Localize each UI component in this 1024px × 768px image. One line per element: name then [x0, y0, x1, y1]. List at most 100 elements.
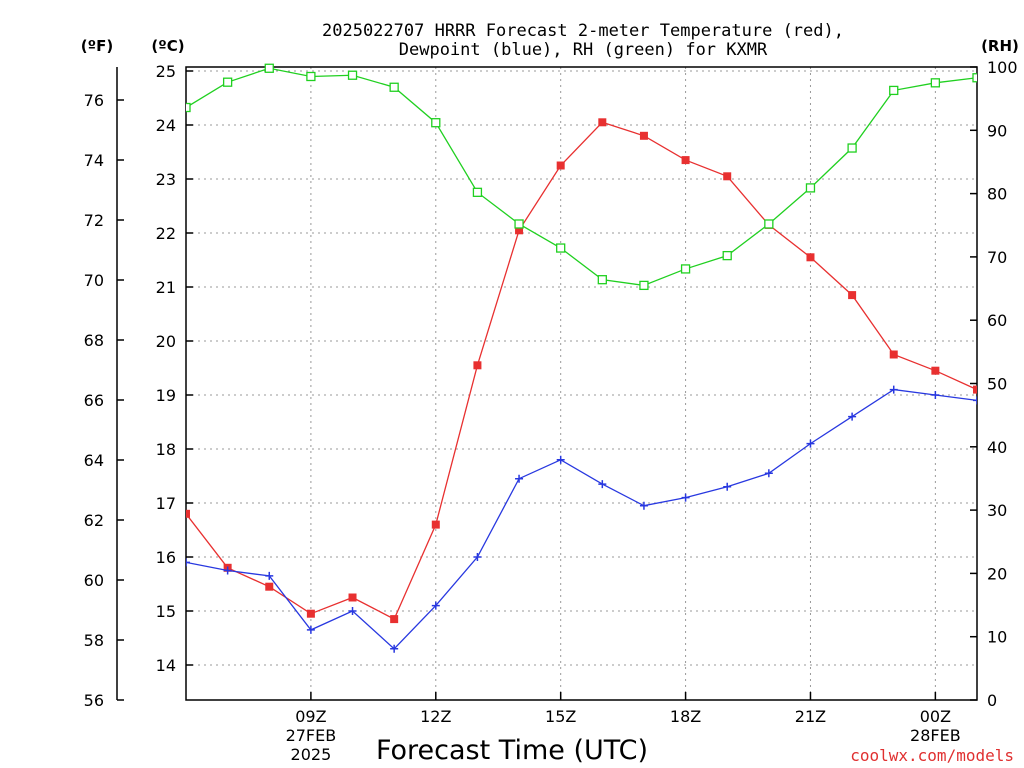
- rh-point: [264, 63, 274, 73]
- fahrenheit-tick-label: 74: [84, 151, 104, 170]
- rh-point: [722, 250, 732, 261]
- rh-tick-label: 40: [987, 438, 1007, 457]
- dewpoint-point: [223, 566, 232, 575]
- rh-point: [389, 82, 399, 92]
- dewpoint-point: [889, 385, 898, 394]
- x-date-label: 27FEB: [286, 726, 337, 745]
- dewpoint-point: [681, 493, 690, 502]
- dewpoint-point: [390, 644, 399, 653]
- dewpoint-point: [598, 480, 607, 489]
- unit-label-rh: (RH): [981, 37, 1019, 55]
- rh-point: [972, 73, 977, 83]
- temperature-point: [806, 253, 815, 262]
- unit-label-celsius: (ºC): [151, 37, 184, 55]
- celsius-tick-label: 25: [156, 62, 176, 81]
- plot-frame: [185, 66, 978, 701]
- temperature-point: [390, 615, 399, 624]
- rh-tick-label: 60: [987, 311, 1007, 330]
- fahrenheit-tick-label: 76: [84, 91, 104, 110]
- dewpoint-point: [931, 391, 940, 399]
- celsius-tick-label: 20: [156, 332, 176, 351]
- rh-point: [347, 70, 358, 80]
- x-tick-label: 18Z: [670, 707, 701, 726]
- dewpoint-point: [806, 439, 815, 448]
- rh-point: [930, 78, 941, 88]
- dewpoint-line: [186, 388, 977, 650]
- temperature-point: [348, 593, 357, 602]
- rh-point: [306, 71, 316, 82]
- dewpoint-point: [265, 571, 274, 580]
- temperature-point: [431, 520, 440, 529]
- chart-title-line2: Dewpoint (blue), RH (green) for KXMR: [399, 40, 768, 60]
- fahrenheit-tick-label: 64: [84, 451, 104, 470]
- temperature-point: [473, 361, 482, 370]
- dewpoint-point: [556, 455, 565, 464]
- credit-text: coolwx.com/models: [850, 746, 1014, 765]
- temperature-point: [598, 118, 607, 127]
- fahrenheit-tick-label: 66: [84, 391, 104, 410]
- chart-title-line1: 2025022707 HRRR Forecast 2-meter Tempera…: [322, 21, 844, 41]
- temperature-point: [848, 291, 857, 300]
- dewpoint-series: [186, 385, 977, 653]
- rh-tick-label: 30: [987, 501, 1007, 520]
- dewpoint-point: [764, 469, 773, 478]
- rh-tick-label: 80: [987, 185, 1007, 204]
- rh-point: [847, 143, 857, 153]
- rh-point: [889, 85, 899, 96]
- unit-label-fahrenheit: (ºF): [81, 37, 113, 55]
- dewpoint-point: [639, 501, 648, 510]
- rh-series: [186, 63, 977, 291]
- celsius-tick-label: 19: [156, 386, 176, 405]
- celsius-tick-label: 14: [156, 656, 176, 675]
- celsius-tick-label: 17: [156, 494, 176, 513]
- celsius-tick-label: 24: [156, 116, 176, 135]
- temperature-point: [931, 366, 940, 375]
- temperature-line: [186, 121, 977, 620]
- dewpoint-point: [348, 607, 357, 615]
- rh-point: [639, 280, 649, 291]
- x-year-label: 2025: [291, 745, 332, 764]
- dewpoint-point: [973, 396, 977, 405]
- temperature-series: [186, 118, 977, 624]
- rh-point: [431, 118, 441, 128]
- rh-point: [222, 77, 233, 87]
- rh-tick-label: 10: [987, 628, 1007, 647]
- rh-tick-label: 0: [987, 691, 997, 710]
- rh-tick-label: 70: [987, 248, 1007, 267]
- dewpoint-point: [306, 625, 315, 634]
- fahrenheit-tick-label: 56: [84, 691, 104, 710]
- celsius-tick-label: 16: [156, 548, 176, 567]
- rh-point: [514, 219, 524, 229]
- temperature-point: [639, 131, 648, 140]
- temperature-point: [723, 172, 732, 181]
- celsius-tick-label: 23: [156, 170, 176, 189]
- fahrenheit-tick-label: 68: [84, 331, 104, 350]
- x-axis-title: Forecast Time (UTC): [376, 735, 648, 766]
- temperature-point: [556, 161, 565, 170]
- rh-tick-label: 90: [987, 121, 1007, 140]
- x-tick-label: 00Z: [920, 707, 951, 726]
- rh-point: [680, 264, 691, 274]
- celsius-tick-label: 18: [156, 440, 176, 459]
- celsius-tick-label: 15: [156, 602, 176, 621]
- rh-line: [186, 67, 977, 287]
- x-tick-label: 21Z: [795, 707, 826, 726]
- temperature-point: [889, 350, 898, 359]
- dewpoint-point: [186, 558, 190, 567]
- celsius-tick-label: 22: [156, 224, 176, 243]
- rh-point: [186, 102, 191, 113]
- dewpoint-point: [515, 474, 524, 483]
- x-tick-label: 12Z: [420, 707, 451, 726]
- temperature-point: [515, 226, 524, 235]
- rh-tick-label: 20: [987, 564, 1007, 583]
- rh-point: [472, 187, 483, 197]
- rh-point: [556, 243, 566, 253]
- celsius-tick-label: 21: [156, 278, 176, 297]
- dewpoint-point: [473, 553, 482, 561]
- x-date-label: 28FEB: [910, 726, 961, 745]
- grid-lines: [186, 67, 977, 700]
- rh-point: [597, 275, 607, 285]
- rh-point: [764, 219, 774, 229]
- temperature-point: [681, 156, 690, 165]
- data-series: [186, 63, 977, 653]
